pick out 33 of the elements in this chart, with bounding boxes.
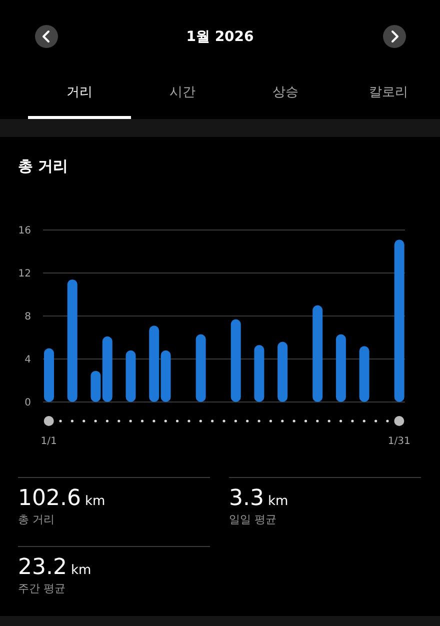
text: 102.6 km xyxy=(18,486,106,511)
text: 상승 xyxy=(272,84,300,101)
bar xyxy=(278,342,288,402)
y-tick-label: 12 xyxy=(18,268,31,280)
bar xyxy=(254,345,264,402)
bar xyxy=(394,240,404,402)
chart-title: 총 거리 xyxy=(18,157,68,176)
text: 시간 xyxy=(168,84,196,101)
bar xyxy=(126,350,136,402)
bar xyxy=(336,334,346,402)
text: 총 거리 xyxy=(18,512,56,527)
text: 3.3 km xyxy=(229,486,288,511)
bar xyxy=(160,350,171,402)
text: 주간 평균 xyxy=(18,581,66,596)
bar xyxy=(67,279,78,402)
bar xyxy=(149,326,160,402)
text: 일일 평균 xyxy=(229,512,278,527)
text: 거리 xyxy=(66,84,94,101)
bar xyxy=(196,334,206,402)
x-tick-label: 1/1 xyxy=(40,436,57,447)
bar xyxy=(312,305,323,402)
y-tick-label: 16 xyxy=(18,226,31,237)
bar xyxy=(230,319,241,402)
x-tick-label: 1/31 xyxy=(388,436,410,447)
y-tick-label: 4 xyxy=(24,354,31,366)
bar xyxy=(44,348,54,402)
chart-subtitle: 1월 2026 xyxy=(185,28,255,46)
text: 23.2 km xyxy=(18,555,92,580)
y-tick-label: 0 xyxy=(24,398,31,409)
text: 칼로리 xyxy=(368,84,409,101)
y-tick-label: 8 xyxy=(24,312,31,323)
bar xyxy=(102,336,112,402)
bar xyxy=(359,346,370,402)
